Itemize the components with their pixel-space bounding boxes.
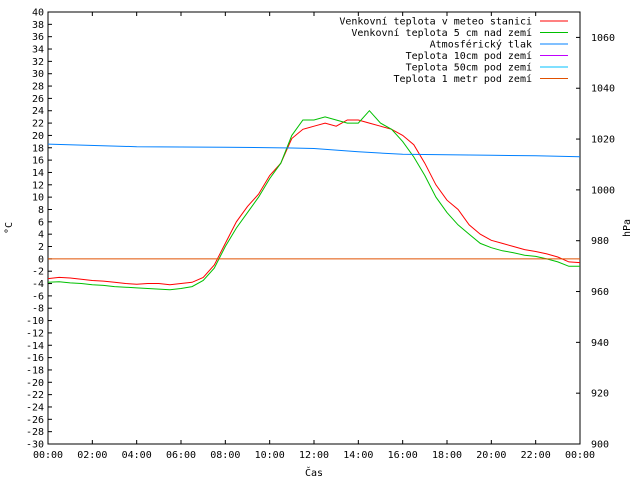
y-axis-right-title: hPa (622, 219, 633, 237)
y-left-tick-label: -16 (26, 353, 44, 364)
y-left-tick-label: 36 (32, 32, 44, 43)
x-tick-label: 06:00 (166, 450, 196, 461)
left-axis-ticks: -30-28-26-24-22-20-18-16-14-12-10-8-6-4-… (26, 8, 52, 451)
y-left-tick-label: 32 (32, 57, 44, 68)
y-left-tick-label: -6 (32, 291, 44, 302)
legend-label-p10cm: Teplota 10cm pod zemí (406, 50, 532, 62)
y-left-tick-label: 12 (32, 180, 44, 191)
y-right-tick-label: 940 (591, 338, 609, 349)
y-right-tick-label: 1000 (591, 185, 615, 196)
y-right-tick-label: 1060 (591, 33, 615, 44)
x-tick-label: 08:00 (210, 450, 240, 461)
y-left-tick-label: 8 (38, 205, 44, 216)
y-right-tick-label: 980 (591, 236, 609, 247)
x-tick-label: 16:00 (388, 450, 418, 461)
y-right-tick-label: 1040 (591, 84, 615, 95)
x-tick-label: 00:00 (33, 450, 63, 461)
y-left-tick-label: 16 (32, 156, 44, 167)
y-left-tick-label: 18 (32, 143, 44, 154)
y-left-tick-label: -28 (26, 427, 44, 438)
legend-label-zem5cm: Venkovní teplota 5 cm nad zemí (351, 27, 532, 39)
x-tick-label: 18:00 (432, 450, 462, 461)
x-tick-label: 20:00 (476, 450, 506, 461)
series-line-venkovni (47, 119, 581, 286)
legend-label-p50cm: Teplota 50cm pod zemí (406, 62, 532, 74)
y-left-tick-label: -8 (32, 304, 44, 315)
y-left-tick-label: 26 (32, 94, 44, 105)
x-axis-title: Čas (305, 466, 323, 479)
y-left-tick-label: -18 (26, 365, 44, 376)
x-tick-label: 00:00 (565, 450, 595, 461)
legend-label-venkovni: Venkovní teplota v meteo stanici (339, 16, 532, 28)
legend-label-tlak: Atmosférický tlak (430, 39, 532, 51)
x-tick-label: 22:00 (521, 450, 551, 461)
x-axis-ticks: 00:00 02:00 04:00 06:00 08:00 10:00 12:00 14:00… (33, 12, 595, 461)
y-left-tick-label: 20 (32, 131, 44, 142)
x-tick-label: 10:00 (255, 450, 285, 461)
y-left-tick-label: 30 (32, 69, 44, 80)
legend-label-p1m: Teplota 1 metr pod zemí (394, 73, 532, 85)
y-right-tick-label: 900 (591, 440, 609, 451)
y-left-tick-label: -4 (32, 279, 44, 290)
right-axis-ticks: 900 920 940 960 980 1000 1020 1040 1060 (576, 33, 615, 451)
y-left-tick-label: -30 (26, 440, 44, 451)
y-right-tick-label: 1020 (591, 135, 615, 146)
y-left-tick-label: 22 (32, 119, 44, 130)
y-left-tick-label: -26 (26, 415, 44, 426)
y-left-tick-label: 10 (32, 193, 44, 204)
y-left-tick-label: -22 (26, 390, 44, 401)
y-left-tick-label: 40 (32, 8, 44, 19)
y-left-tick-label: -14 (26, 341, 44, 352)
y-left-tick-label: 4 (38, 230, 44, 241)
series-layer (47, 109, 581, 291)
y-left-tick-label: 14 (32, 168, 44, 179)
y-right-tick-label: 920 (591, 389, 609, 400)
y-left-tick-label: 38 (32, 20, 44, 31)
y-left-tick-label: 34 (32, 45, 44, 56)
y-left-tick-label: -2 (32, 267, 44, 278)
legend: Venkovní teplota v meteo staniciVenkovní… (339, 16, 568, 85)
y-right-tick-label: 960 (591, 287, 609, 298)
y-left-tick-label: 24 (32, 106, 44, 117)
x-tick-label: 02:00 (77, 450, 107, 461)
series-line-zem5cm (47, 109, 580, 291)
y-left-tick-label: 28 (32, 82, 44, 93)
y-axis-left-title: °C (4, 222, 15, 234)
y-left-tick-label: -10 (26, 316, 44, 327)
x-tick-label: 14:00 (343, 450, 373, 461)
y-left-tick-label: -20 (26, 378, 44, 389)
y-left-tick-label: 6 (38, 217, 44, 228)
y-left-tick-label: 0 (38, 254, 44, 265)
y-left-tick-label: 2 (38, 242, 44, 253)
y-left-tick-label: -24 (26, 402, 44, 413)
x-tick-label: 04:00 (122, 450, 152, 461)
y-left-tick-label: -12 (26, 328, 44, 339)
x-tick-label: 12:00 (299, 450, 329, 461)
series-line-tlak (47, 143, 581, 158)
